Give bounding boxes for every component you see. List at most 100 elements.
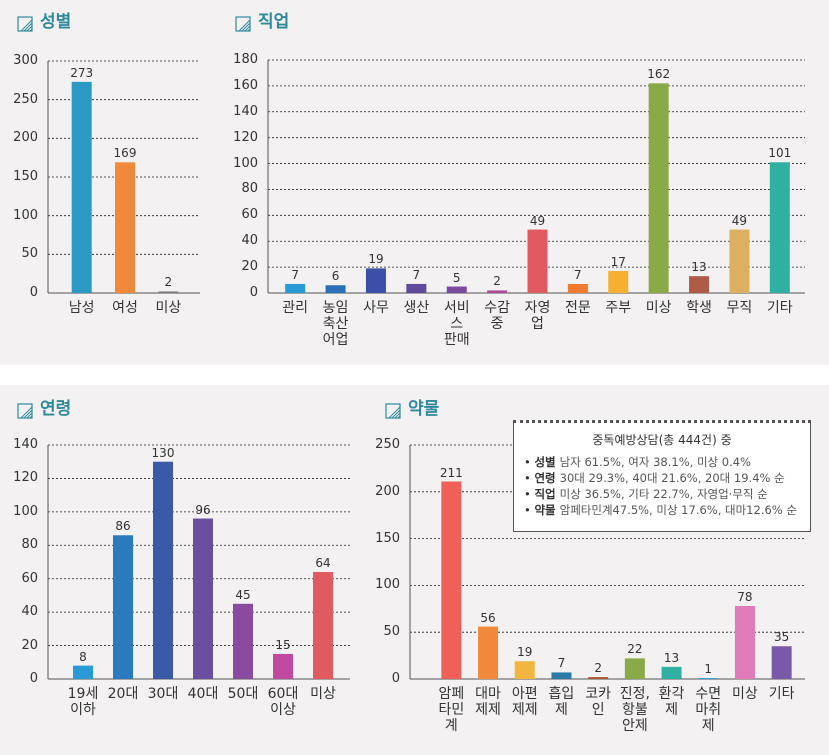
panel-bg xyxy=(0,0,829,365)
value-label: 49 xyxy=(529,213,546,228)
bar xyxy=(71,81,92,293)
bar xyxy=(551,672,572,679)
y-tick-label: 160 xyxy=(233,77,258,93)
value-label: 78 xyxy=(737,589,753,604)
value-label: 7 xyxy=(412,267,421,282)
value-label: 8 xyxy=(79,649,87,664)
x-tick-label: 여성 xyxy=(112,300,138,316)
y-tick-label: 250 xyxy=(13,91,38,107)
y-tick-label: 100 xyxy=(375,577,400,593)
x-tick-label: 아편 제제 xyxy=(511,686,538,718)
y-tick-label: 140 xyxy=(13,437,38,452)
value-label: 273 xyxy=(70,65,94,80)
bar xyxy=(193,518,213,679)
y-tick-label: 0 xyxy=(29,285,38,300)
y-tick-label: 80 xyxy=(21,537,38,553)
value-label: 64 xyxy=(315,556,331,571)
x-tick-label: 미상 xyxy=(155,300,182,316)
title-icon-stripe xyxy=(26,25,33,32)
x-tick-label: 관리 xyxy=(282,300,309,316)
bar xyxy=(771,646,792,679)
bar xyxy=(487,290,508,293)
bar xyxy=(446,286,467,293)
x-tick-label: 사무 xyxy=(363,300,389,316)
value-label: 35 xyxy=(774,630,790,645)
annotation-label: 연령 xyxy=(534,471,556,485)
bar xyxy=(478,626,499,679)
x-tick-label: 환각 제 xyxy=(658,686,685,718)
y-tick-label: 40 xyxy=(241,233,258,249)
bar xyxy=(406,283,427,293)
bar xyxy=(648,83,669,293)
bar xyxy=(734,605,755,679)
x-tick-label: 20대 xyxy=(107,686,139,702)
x-tick-label: 암페 타민 계 xyxy=(438,686,465,734)
annotation-text: 암페타민계47.5%, 미상 17.6%, 대마12.6% 순 xyxy=(559,503,797,517)
annotation-label: 직업 xyxy=(534,487,556,501)
x-tick-label: 수감 중 xyxy=(484,300,510,332)
title-icon-stripe xyxy=(238,19,251,32)
y-tick-label: 0 xyxy=(29,671,38,686)
value-label: 211 xyxy=(439,465,463,480)
x-tick-label: 대마 제제 xyxy=(475,686,501,718)
annotation-label: 약물 xyxy=(534,503,556,517)
title-icon xyxy=(235,16,251,32)
x-tick-label: 30대 xyxy=(147,686,179,702)
y-tick-label: 140 xyxy=(233,103,258,119)
x-tick-label: 기타 xyxy=(768,686,795,702)
title-icon-stripe xyxy=(388,406,401,419)
x-tick-label: 미상 xyxy=(310,686,336,702)
chart-title: 직업 xyxy=(258,12,290,32)
bar xyxy=(624,658,645,679)
value-label: 13 xyxy=(691,260,707,275)
value-label: 2 xyxy=(164,275,173,290)
bar xyxy=(769,162,790,293)
y-tick-label: 200 xyxy=(375,483,400,499)
annotation-label: 성별 xyxy=(534,455,556,469)
bar xyxy=(441,481,462,679)
title-icon-stripe xyxy=(23,409,33,419)
bar xyxy=(285,283,306,293)
y-tick-label: 50 xyxy=(21,246,38,262)
chart-title: 연령 xyxy=(40,399,72,419)
bar xyxy=(313,572,333,679)
y-tick-label: 20 xyxy=(241,259,258,275)
bar xyxy=(567,283,588,293)
value-label: 19 xyxy=(368,252,384,267)
annotation-text: 남자 61.5%, 여자 38.1%, 미상 0.4% xyxy=(559,455,751,469)
bar xyxy=(527,229,548,293)
value-label: 56 xyxy=(480,610,496,625)
bar xyxy=(514,661,535,679)
x-tick-label: 60대 이상 xyxy=(267,686,299,718)
chart-title: 약물 xyxy=(408,399,440,419)
y-tick-label: 300 xyxy=(13,53,38,68)
y-tick-label: 150 xyxy=(375,530,400,546)
value-label: 96 xyxy=(195,502,211,517)
x-tick-label: 미상 xyxy=(732,686,758,702)
bar xyxy=(588,677,609,679)
bar xyxy=(325,285,346,293)
annotation-text: 30대 29.3%, 40대 21.6%, 20대 19.4% 순 xyxy=(559,471,785,485)
y-tick-label: 80 xyxy=(241,181,258,197)
x-tick-label: 흡입 제 xyxy=(548,686,575,718)
annotation-text: 미상 36.5%, 기타 22.7%, 자영업·무직 순 xyxy=(559,487,768,501)
value-label: 130 xyxy=(151,445,175,460)
x-tick-label: 학생 xyxy=(686,300,712,316)
chart-title: 성별 xyxy=(40,12,72,32)
x-tick-label: 미상 xyxy=(645,300,672,316)
title-icon-stripe xyxy=(26,412,33,419)
bar xyxy=(115,162,135,293)
x-tick-label: 기타 xyxy=(766,300,793,316)
y-tick-label: 180 xyxy=(233,52,258,67)
y-tick-label: 120 xyxy=(13,470,38,486)
x-tick-label: 50대 xyxy=(227,686,259,702)
title-icon xyxy=(17,16,33,32)
y-tick-label: 20 xyxy=(21,637,38,653)
title-icon-stripe xyxy=(394,412,401,419)
value-label: 7 xyxy=(557,656,566,671)
value-label: 13 xyxy=(663,650,680,665)
title-icon-stripe xyxy=(244,25,251,32)
